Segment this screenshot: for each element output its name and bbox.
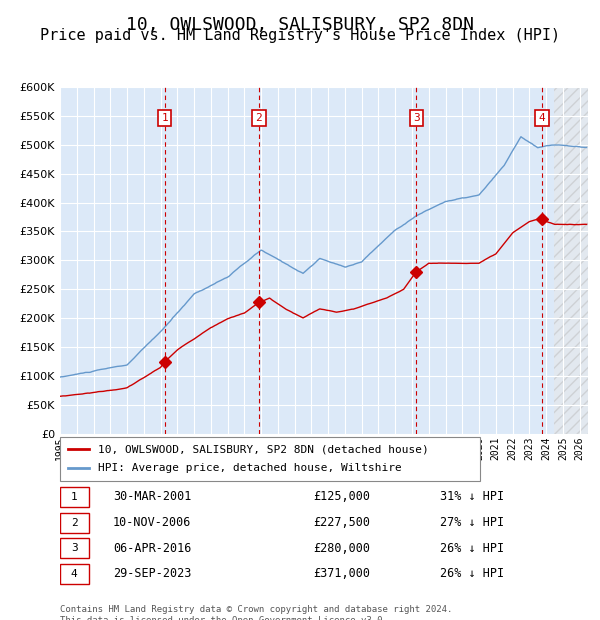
Text: 3: 3 bbox=[71, 543, 77, 553]
Text: 27% ↓ HPI: 27% ↓ HPI bbox=[440, 516, 504, 529]
Text: £125,000: £125,000 bbox=[313, 490, 370, 503]
Text: 2: 2 bbox=[256, 113, 262, 123]
Text: 3: 3 bbox=[413, 113, 420, 123]
Text: £280,000: £280,000 bbox=[313, 542, 370, 555]
Text: 2: 2 bbox=[71, 518, 77, 528]
Text: 30-MAR-2001: 30-MAR-2001 bbox=[113, 490, 191, 503]
Text: 1: 1 bbox=[71, 492, 77, 502]
Text: Price paid vs. HM Land Registry's House Price Index (HPI): Price paid vs. HM Land Registry's House … bbox=[40, 28, 560, 43]
Text: 26% ↓ HPI: 26% ↓ HPI bbox=[440, 542, 504, 555]
Text: 10, OWLSWOOD, SALISBURY, SP2 8DN (detached house): 10, OWLSWOOD, SALISBURY, SP2 8DN (detach… bbox=[98, 445, 428, 454]
Text: 26% ↓ HPI: 26% ↓ HPI bbox=[440, 567, 504, 580]
Bar bbox=[60, 564, 89, 584]
Text: 10, OWLSWOOD, SALISBURY, SP2 8DN: 10, OWLSWOOD, SALISBURY, SP2 8DN bbox=[126, 16, 474, 33]
Text: £371,000: £371,000 bbox=[313, 567, 370, 580]
Text: 29-SEP-2023: 29-SEP-2023 bbox=[113, 567, 191, 580]
Bar bbox=[60, 513, 89, 533]
Text: 4: 4 bbox=[71, 569, 77, 579]
Text: 10-NOV-2006: 10-NOV-2006 bbox=[113, 516, 191, 529]
Text: 4: 4 bbox=[538, 113, 545, 123]
Text: £227,500: £227,500 bbox=[313, 516, 370, 529]
Text: Contains HM Land Registry data © Crown copyright and database right 2024.
This d: Contains HM Land Registry data © Crown c… bbox=[60, 604, 452, 620]
Bar bbox=[60, 538, 89, 559]
Bar bbox=[60, 487, 89, 507]
Text: 31% ↓ HPI: 31% ↓ HPI bbox=[440, 490, 504, 503]
Text: HPI: Average price, detached house, Wiltshire: HPI: Average price, detached house, Wilt… bbox=[98, 463, 401, 473]
Text: 06-APR-2016: 06-APR-2016 bbox=[113, 542, 191, 555]
Bar bbox=[554, 87, 588, 434]
Text: 1: 1 bbox=[161, 113, 168, 123]
FancyBboxPatch shape bbox=[60, 437, 480, 480]
